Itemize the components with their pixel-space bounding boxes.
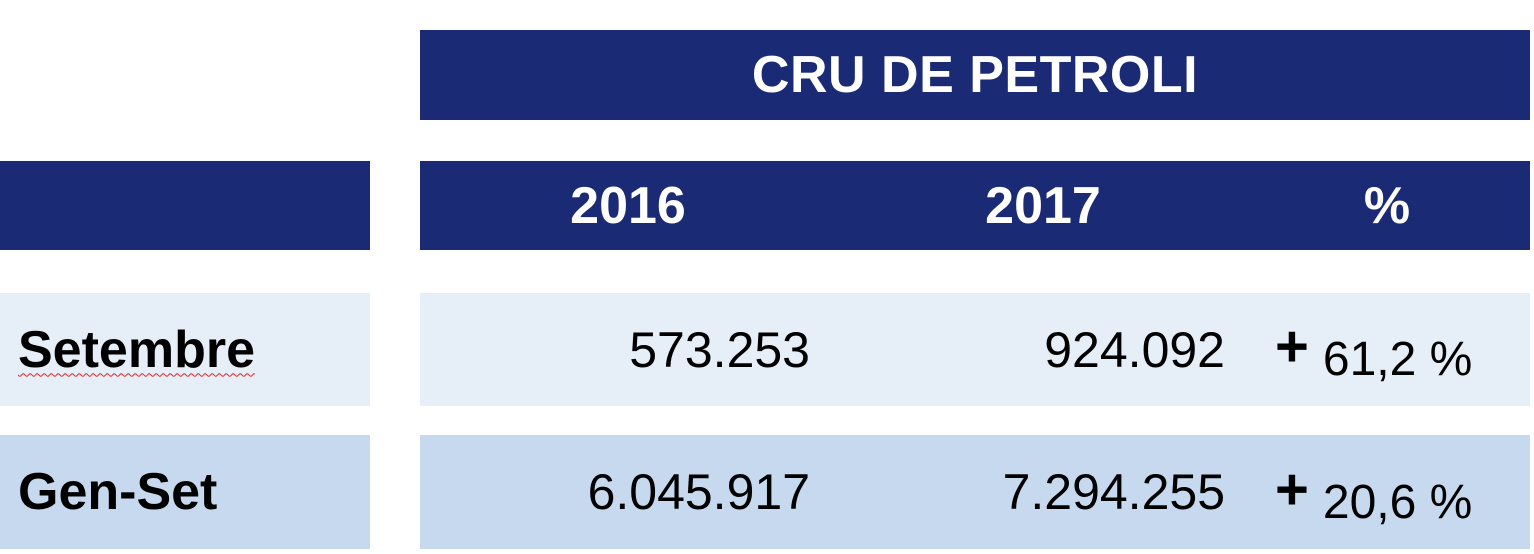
cell-percent: + 20,6 % <box>1275 435 1472 549</box>
percent-value: 20,6 % <box>1322 475 1473 529</box>
column-header-2017: 2017 <box>985 176 1101 235</box>
plus-icon: + <box>1275 456 1309 522</box>
row-label-text: Setembre <box>18 320 255 379</box>
column-header-2016: 2016 <box>570 176 686 235</box>
cell-percent: + 61,2 % <box>1275 293 1472 406</box>
cell-2016: 573.253 <box>629 321 810 378</box>
header-row: 2016 2017 % <box>420 161 1530 250</box>
row-label: Setembre <box>18 293 255 406</box>
table-row-label-cell: Setembre <box>0 293 370 406</box>
percent-value: 61,2 % <box>1322 333 1473 386</box>
table-title-band: CRU DE PETROLI <box>420 30 1530 120</box>
cell-2016: 6.045.917 <box>587 464 810 520</box>
table-row: 573.253 924.092 + 61,2 % <box>420 293 1530 406</box>
cell-2017: 7.294.255 <box>1002 464 1225 520</box>
plus-icon: + <box>1275 314 1309 379</box>
table-row-label-cell: Gen-Set <box>0 435 370 549</box>
header-blank-cell <box>0 161 370 250</box>
row-label: Gen-Set <box>18 463 218 521</box>
column-header-percent: % <box>1363 176 1411 235</box>
table-row: 6.045.917 7.294.255 + 20,6 % <box>420 435 1530 549</box>
cell-2017: 924.092 <box>1044 321 1225 378</box>
table-title: CRU DE PETROLI <box>751 46 1199 104</box>
